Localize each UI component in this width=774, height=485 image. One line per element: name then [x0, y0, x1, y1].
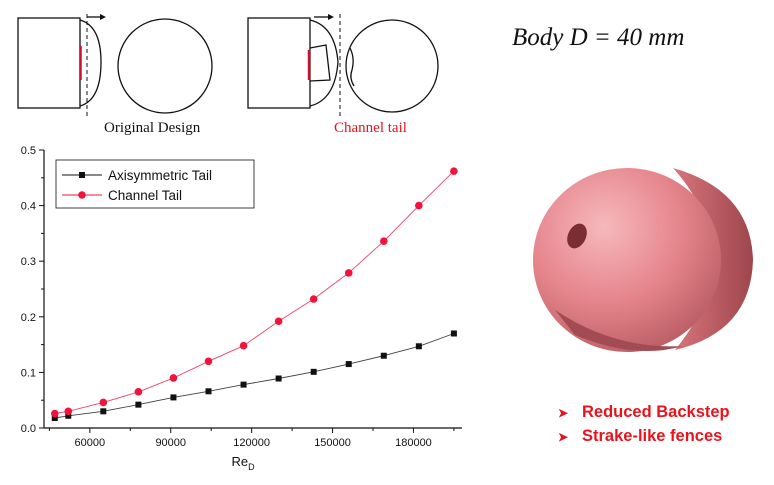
sphere-render	[533, 168, 753, 352]
channel-front-view	[345, 19, 439, 113]
data-point-channel	[204, 357, 213, 366]
y-tick-label: 0.5	[21, 145, 36, 157]
y-tick-label: 0.0	[21, 423, 36, 435]
chart-axes: 0.0 0.1 0.2 0.3 0.4 0.5 60000 90000 120000 150000…	[21, 145, 462, 449]
data-point-axisymmetric	[51, 414, 58, 421]
legend-entry: Channel Tail	[108, 188, 182, 203]
original-arrow-head	[100, 14, 106, 20]
chart: 0.0 0.1 0.2 0.3 0.4 0.5 60000 90000 120000 150000…	[21, 145, 462, 472]
legend-marker-channel	[78, 191, 86, 199]
data-point-channel	[415, 201, 423, 210]
bullet-item-strake-fences: ➤ Strake-like fences	[558, 424, 730, 448]
chart-legend: Axisymmetric Tail Channel Tail	[55, 159, 255, 209]
channel-arrow-head	[328, 14, 334, 20]
sphere-channel-hole	[567, 223, 587, 249]
bullet-item-reduced-backstep: ➤ Reduced Backstep	[558, 400, 730, 424]
x-tick-label: 180000	[395, 437, 432, 449]
data-point-channel	[169, 374, 178, 382]
data-point-channel	[274, 317, 283, 326]
x-tick-label: 60000	[75, 437, 106, 449]
data-point-axisymmetric	[415, 343, 422, 350]
data-point-axisymmetric	[380, 352, 387, 359]
data-point-axisymmetric	[240, 381, 247, 388]
data-point-axisymmetric	[275, 375, 282, 382]
original-front-view	[117, 18, 213, 114]
channel-tail-diagram	[247, 14, 439, 118]
channel-front-view-cut	[349, 47, 355, 87]
bullet-arrow-icon: ➤	[558, 430, 569, 444]
x-axis-label-subscript: D	[248, 462, 255, 472]
channel-body-block	[247, 17, 311, 109]
x-tick-label: 120000	[233, 437, 270, 449]
y-tick-label: 0.3	[21, 256, 36, 268]
bullet-text: Reduced Backstep	[582, 403, 730, 421]
legend-entry: Axisymmetric Tail	[108, 168, 212, 183]
data-point-channel	[309, 295, 318, 303]
sphere-lower-fence	[555, 310, 683, 352]
data-point-channel	[344, 269, 353, 277]
original-body-block	[17, 17, 81, 109]
caption-channel-tail: Channel tail	[334, 120, 407, 136]
data-point-axisymmetric	[65, 412, 72, 419]
series-line-axisymmetric	[54, 333, 455, 419]
data-point-channel	[379, 237, 388, 245]
chart-markers	[50, 167, 458, 421]
legend-box	[55, 159, 255, 209]
data-point-axisymmetric	[100, 408, 107, 415]
x-tick-label: 150000	[314, 437, 351, 449]
data-point-channel	[99, 398, 108, 407]
legend-marker-axisymmetric	[79, 172, 85, 178]
data-point-axisymmetric	[310, 368, 317, 375]
data-point-axisymmetric	[345, 361, 352, 368]
data-point-axisymmetric	[450, 330, 457, 337]
data-point-axisymmetric	[170, 394, 177, 401]
x-tick-label: 90000	[155, 437, 186, 449]
channel-tail-curve	[309, 19, 339, 107]
data-point-channel	[64, 407, 73, 416]
channel-notch	[309, 44, 331, 82]
sphere-body	[533, 168, 721, 352]
data-point-channel	[239, 341, 248, 350]
y-tick-label: 0.2	[21, 312, 36, 324]
x-axis-label: ReD	[231, 454, 255, 472]
y-tick-label: 0.1	[21, 367, 36, 379]
body-diameter-label: Body D = 40 mm	[512, 24, 685, 51]
data-point-channel	[134, 388, 143, 396]
data-point-channel	[450, 167, 458, 175]
original-design-diagram	[17, 14, 213, 118]
bullet-arrow-icon: ➤	[558, 406, 569, 420]
caption-original-design: Original Design	[104, 120, 201, 136]
data-point-channel	[50, 409, 59, 418]
data-point-axisymmetric	[135, 401, 142, 408]
data-point-axisymmetric	[205, 388, 212, 395]
original-tail-curve	[79, 19, 102, 107]
bullet-list: ➤ Reduced Backstep ➤ Strake-like fences	[558, 400, 730, 448]
design-diagrams	[17, 14, 439, 118]
bullet-text: Strake-like fences	[582, 427, 723, 445]
y-tick-label: 0.4	[21, 201, 36, 213]
x-axis-label-main: Re	[231, 454, 248, 469]
